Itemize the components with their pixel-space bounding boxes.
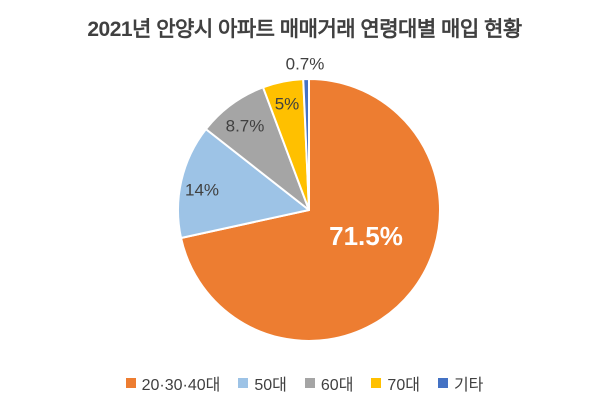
legend-swatch-icon bbox=[304, 378, 315, 388]
legend-item-age-20-30-40: 20·30·40대 bbox=[125, 371, 221, 395]
pie-slice-age-20-30-40 bbox=[180, 78, 441, 342]
data-label-age-20-30-40: 71.5% bbox=[329, 221, 403, 251]
legend-swatch-icon bbox=[125, 378, 136, 388]
legend-item-label: 50대 bbox=[254, 377, 287, 394]
data-label-age-50: 14% bbox=[184, 180, 220, 200]
data-label-age-60: 8.7% bbox=[225, 116, 265, 136]
data-label-etc: 0.7% bbox=[285, 54, 325, 74]
legend-item-age-50: 50대 bbox=[238, 371, 287, 395]
pie-slice-etc bbox=[302, 78, 310, 211]
legend-swatch-icon bbox=[238, 378, 249, 388]
legend-item-age-60: 60대 bbox=[304, 371, 354, 395]
legend-item-label: 70대 bbox=[387, 377, 420, 394]
data-label-age-70: 5% bbox=[274, 94, 300, 114]
chart-title: 2021년 안양시 아파트 매매거래 연령대별 매입 현황 bbox=[87, 18, 522, 41]
legend-swatch-icon bbox=[371, 378, 382, 388]
chart-legend: 20·30·40대 50대 60대 70대 기타 bbox=[0, 371, 609, 395]
legend-item-etc: 기타 bbox=[437, 371, 484, 395]
pie-slice-age-50 bbox=[177, 128, 310, 239]
legend-item-label: 20·30·40대 bbox=[141, 377, 221, 394]
legend-swatch-icon bbox=[437, 378, 448, 388]
legend-item-age-70: 70대 bbox=[371, 371, 420, 395]
legend-item-label: 60대 bbox=[320, 377, 354, 394]
legend-item-label: 기타 bbox=[453, 377, 484, 394]
